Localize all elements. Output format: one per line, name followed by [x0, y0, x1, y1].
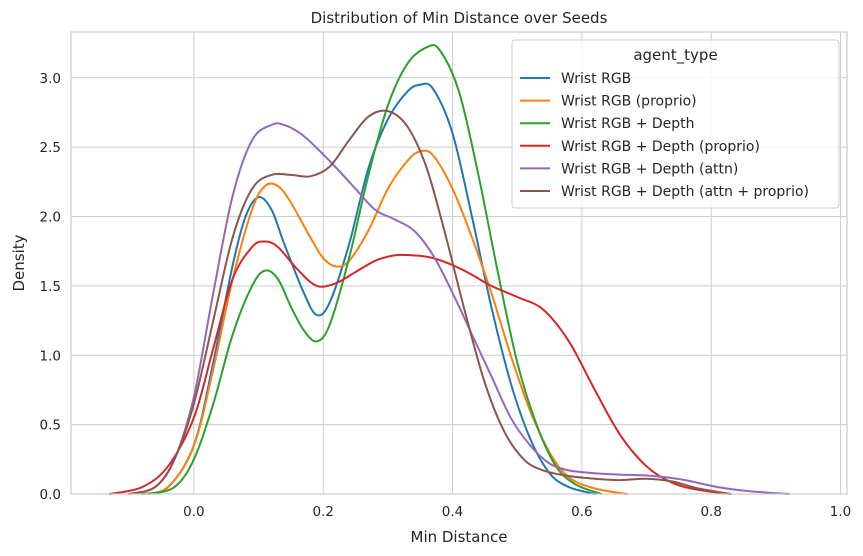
chart-title: Distribution of Min Distance over Seeds	[311, 9, 608, 27]
density-curve-3	[147, 43, 603, 495]
x-tick-label: 0.2	[312, 504, 333, 520]
x-tick-label: 1.0	[830, 504, 851, 520]
y-tick-label: 2.5	[40, 140, 61, 156]
density-curve-1	[141, 82, 596, 495]
tick-labels: 0.0 0.2 0.4 0.6 0.8 1.0 0.0 0.5 1.0 1.5 2.0 2.5 3.0	[40, 71, 852, 520]
density-curve-6	[128, 109, 732, 495]
y-tick-label: 0.5	[40, 418, 61, 434]
legend-label: Wrist RGB + Depth (attn + proprio)	[561, 184, 809, 200]
legend-items: Wrist RGB Wrist RGB (proprio) Wrist RGB + …	[520, 71, 809, 200]
density-curve-4	[108, 240, 732, 495]
y-axis-label: Density	[10, 234, 28, 291]
legend-title: agent_type	[633, 46, 717, 65]
legend-label: Wrist RGB (proprio)	[561, 94, 697, 110]
x-tick-label: 0.8	[700, 504, 721, 520]
y-tick-label: 3.0	[40, 71, 61, 87]
legend-box	[511, 39, 840, 209]
y-tick-label: 1.0	[40, 348, 61, 364]
x-tick-label: 0.6	[571, 504, 592, 520]
legend-label: Wrist RGB + Depth	[561, 116, 695, 132]
legend-label: Wrist RGB	[561, 71, 631, 87]
density-curve-5	[128, 122, 790, 495]
x-axis-label: Min Distance	[411, 528, 508, 546]
legend-label: Wrist RGB + Depth (attn)	[561, 161, 738, 177]
density-curves	[108, 43, 790, 495]
plot-frame	[70, 31, 848, 495]
x-tick-label: 0.4	[442, 504, 463, 520]
x-tick-label: 0.0	[183, 504, 204, 520]
y-tick-label: 0.0	[40, 487, 61, 503]
y-tick-label: 2.0	[40, 210, 61, 226]
y-tick-label: 1.5	[40, 279, 61, 295]
legend-label: Wrist RGB + Depth (proprio)	[561, 139, 760, 155]
